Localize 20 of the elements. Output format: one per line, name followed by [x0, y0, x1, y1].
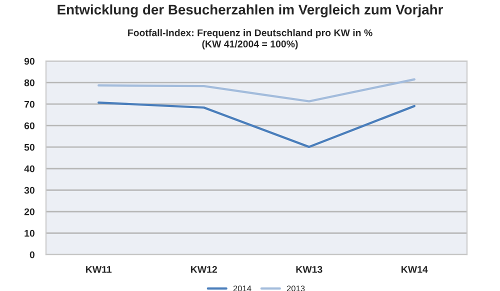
- y-tick-label: 10: [24, 230, 34, 237]
- x-tick-label: KW14: [402, 266, 428, 273]
- y-tick-label: 90: [24, 58, 34, 65]
- y-tick-label: 0: [30, 251, 34, 258]
- legend-label: 2013: [286, 286, 305, 291]
- x-tick-label: KW13: [296, 266, 322, 273]
- x-tick-label: KW12: [191, 266, 217, 273]
- x-tick-label: KW11: [86, 266, 112, 273]
- chart-title: Entwicklung der Besucherzahlen im Vergleich zum Vorjahr: [58, 4, 444, 18]
- line-series: [98, 78, 416, 102]
- y-tick-label: 80: [24, 79, 34, 86]
- y-tick-label: 20: [24, 208, 34, 216]
- y-tick-label: 60: [24, 122, 34, 130]
- y-tick-label: 40: [24, 165, 34, 172]
- y-tick-label: 50: [24, 144, 34, 151]
- line-series: [98, 102, 416, 148]
- chart-subtitle: Footfall-Index: Frequenz in Deutschland pro KW in % (KW 41/2004 = 100%): [128, 29, 372, 50]
- y-tick-label: 30: [24, 186, 34, 194]
- y-tick-label: 70: [24, 100, 34, 108]
- legend-label: 2014: [233, 286, 252, 291]
